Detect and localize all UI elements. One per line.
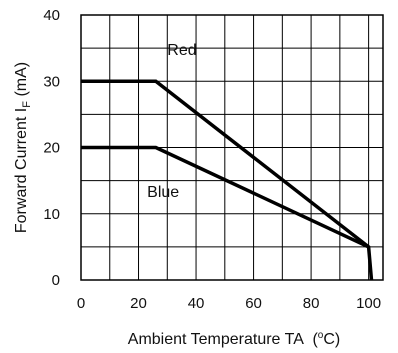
x-axis-title: Ambient Temperature TA (oC) [128,330,340,348]
x-tick-label: 100 [356,295,381,312]
y-tick-label: 30 [43,73,60,90]
series-label-red: Red [167,42,196,59]
x-tick-label: 0 [77,295,85,312]
plot-frame [80,14,384,281]
y-tick-label: 20 [43,140,60,157]
series-line-blue [81,145,370,249]
x-tick-label: 40 [188,295,205,312]
series-labels: Red Blue [147,42,196,201]
series-label-blue: Blue [147,184,179,201]
series-line-red [81,79,374,281]
x-tick-label: 20 [130,295,147,312]
y-tick-label: 10 [43,206,60,223]
tick-labels: 0 20 40 60 80 100 0 10 20 30 40 [43,7,381,312]
y-tick-label: 0 [52,272,60,289]
x-tick-label: 80 [303,295,320,312]
y-tick-label: 40 [43,7,60,24]
x-tick-label: 60 [245,295,262,312]
y-axis-title: Forward Current IF (mA) [13,62,33,233]
grid [81,15,383,280]
series-lines [81,79,374,281]
